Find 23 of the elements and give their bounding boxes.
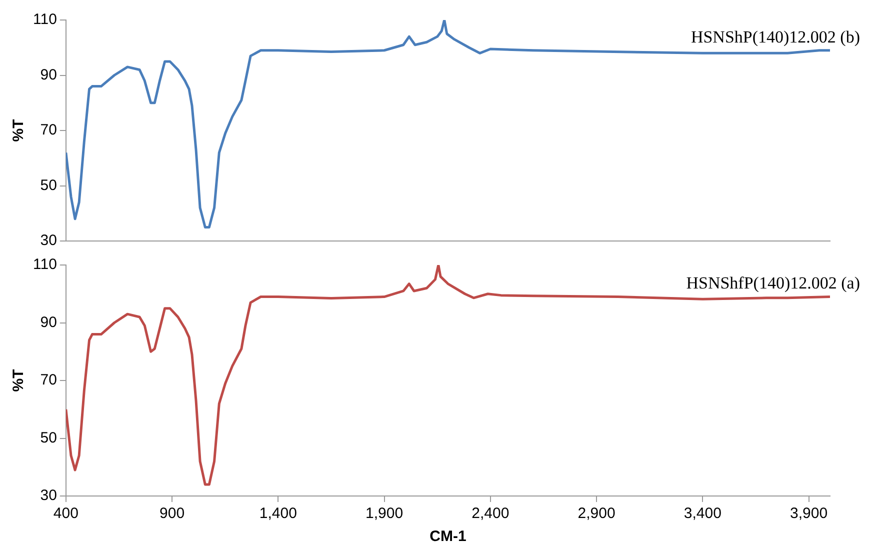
x-tick-label: 2,400 <box>472 505 510 522</box>
y-tick-label: 70 <box>40 122 57 139</box>
y-tick-label: 110 <box>32 11 57 28</box>
y-tick-label: 90 <box>40 314 57 331</box>
x-axis-title: CM-1 <box>430 528 466 546</box>
y-axis-title: %T <box>10 369 28 392</box>
x-tick-label: 900 <box>160 505 185 522</box>
x-tick-label: 1,400 <box>259 505 297 522</box>
series-label: HSNShP(140)12.002 (b) <box>690 27 860 46</box>
y-tick-label: 110 <box>32 256 57 274</box>
series-label: HSNShfP(140)12.002 (a) <box>686 274 860 293</box>
x-tick-label: 3,400 <box>684 505 722 522</box>
y-tick-label: 50 <box>40 176 57 194</box>
y-tick-label: 70 <box>40 372 57 389</box>
x-tick-label: 400 <box>53 505 78 522</box>
x-tick-label: 1,900 <box>366 505 404 522</box>
y-axis-title: %T <box>10 119 28 142</box>
y-tick-label: 90 <box>40 66 57 84</box>
y-tick-label: 50 <box>40 429 57 446</box>
x-tick-label: 3,900 <box>790 505 828 522</box>
y-tick-label: 30 <box>40 232 57 250</box>
y-tick-label: 30 <box>40 487 57 504</box>
x-tick-label: 2,900 <box>578 505 616 522</box>
